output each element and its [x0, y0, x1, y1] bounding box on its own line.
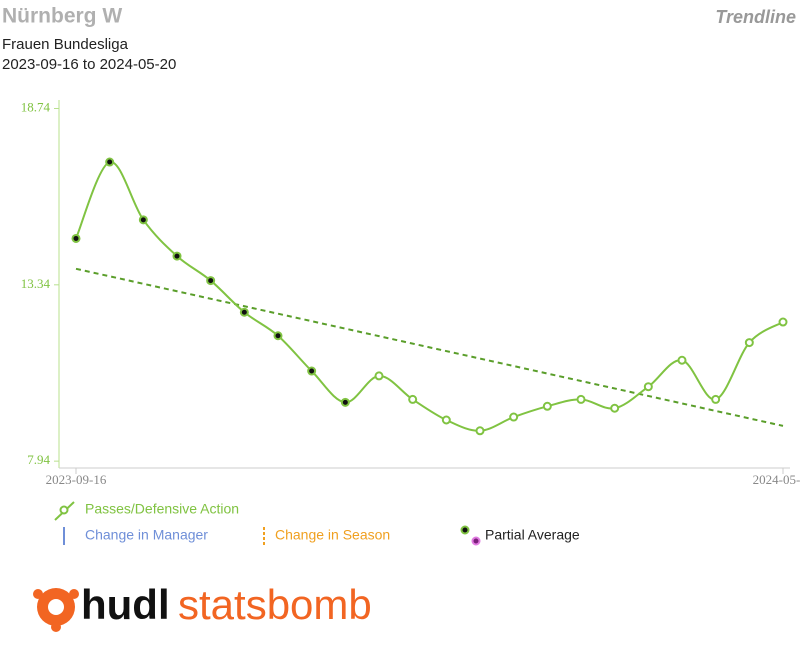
y-tick-label: 13.34 — [21, 276, 51, 291]
data-point — [105, 157, 115, 167]
data-point — [374, 371, 384, 381]
data-point — [239, 307, 249, 317]
legend-label: Passes/Defensive Action — [85, 501, 239, 517]
data-point — [408, 394, 418, 404]
logo-text: hudl — [81, 581, 170, 628]
trendline — [75, 267, 784, 427]
y-tick-label: 18.74 — [21, 99, 51, 114]
legend-marker-icon — [59, 505, 69, 515]
data-point — [643, 382, 653, 392]
series-line — [75, 161, 784, 432]
data-point — [138, 215, 148, 225]
subtitle: Frauen Bundesliga — [2, 36, 129, 53]
title: Nürnberg W — [2, 5, 122, 28]
data-point — [509, 412, 519, 422]
legend-partial-icon — [471, 536, 481, 546]
data-point — [307, 366, 317, 376]
date-range: 2023-09-16 to 2024-05-20 — [2, 56, 176, 73]
data-point — [711, 394, 721, 404]
data-point — [778, 317, 788, 327]
logo-text: statsbomb — [178, 581, 372, 628]
data-point — [273, 331, 283, 341]
data-point — [542, 401, 552, 411]
data-point — [441, 415, 451, 425]
data-point — [340, 397, 350, 407]
y-tick-label: 7.94 — [27, 452, 50, 467]
data-point — [576, 394, 586, 404]
legend-partial-icon — [460, 525, 470, 535]
data-point — [206, 276, 216, 286]
data-point — [71, 233, 81, 243]
x-tick-label: 2023-09-16 — [46, 472, 107, 487]
data-point — [475, 426, 485, 436]
legend-label: Partial Average — [485, 527, 580, 543]
mode-label: Trendline — [715, 7, 796, 27]
data-point — [172, 251, 182, 261]
logo-icon — [33, 588, 79, 632]
data-point — [677, 355, 687, 365]
x-tick-label: 2024-05-20 — [753, 472, 800, 487]
legend-label: Change in Season — [275, 527, 390, 543]
legend-label: Change in Manager — [85, 527, 208, 543]
data-point — [610, 403, 620, 413]
data-point — [744, 338, 754, 348]
